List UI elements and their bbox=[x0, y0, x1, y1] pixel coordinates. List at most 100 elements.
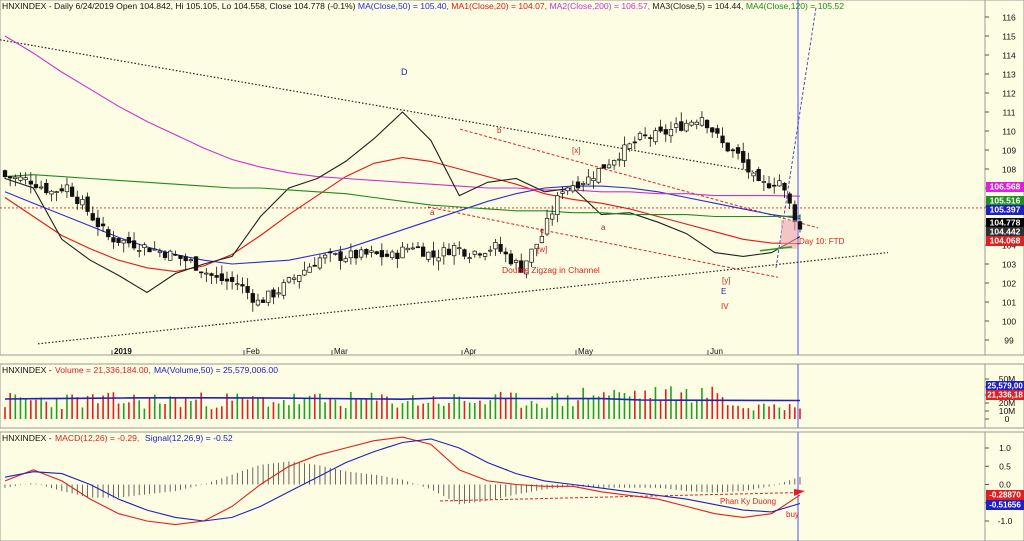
price-y-tick-label: 100 bbox=[1002, 317, 1016, 327]
candle bbox=[772, 177, 777, 194]
candle-body bbox=[317, 257, 323, 269]
candle-body bbox=[33, 184, 39, 188]
candle-body bbox=[168, 250, 173, 261]
candle bbox=[291, 274, 297, 285]
annotation-a2: a bbox=[601, 223, 606, 232]
price-frame bbox=[0, 0, 1024, 356]
candle bbox=[405, 243, 410, 253]
volume-title-value: Volume = 21,336,184.00, bbox=[55, 365, 151, 375]
candle-body bbox=[116, 238, 121, 243]
candle-body bbox=[637, 132, 643, 140]
candle bbox=[488, 245, 493, 257]
candle bbox=[766, 176, 772, 190]
candle bbox=[353, 249, 359, 265]
candle bbox=[173, 250, 178, 257]
candle-body bbox=[162, 251, 168, 258]
candle-body bbox=[90, 213, 95, 221]
candle bbox=[245, 278, 250, 300]
candle bbox=[209, 272, 214, 284]
candle bbox=[503, 247, 508, 263]
upper-trendline bbox=[0, 39, 763, 174]
candle bbox=[116, 238, 121, 247]
candle-body bbox=[219, 273, 224, 281]
candle bbox=[33, 175, 39, 190]
candle bbox=[756, 166, 761, 182]
candle bbox=[689, 119, 694, 127]
candle-body bbox=[307, 266, 312, 273]
candle-body bbox=[658, 126, 663, 132]
price-tag-box bbox=[986, 182, 1024, 192]
candle-body bbox=[508, 253, 514, 265]
candle-body bbox=[95, 217, 101, 228]
candle bbox=[126, 231, 132, 248]
candle bbox=[322, 252, 328, 264]
candle bbox=[219, 265, 224, 285]
candle bbox=[560, 186, 565, 200]
price-tag-box bbox=[986, 205, 1024, 215]
candle-body bbox=[493, 242, 498, 250]
indicator-label-4: MA4(Close,120) = 105.52 bbox=[746, 1, 844, 11]
candle bbox=[782, 182, 787, 198]
price-y-tick-label: 108 bbox=[1002, 165, 1016, 175]
macd-tag-box bbox=[986, 490, 1024, 500]
candle bbox=[555, 192, 560, 223]
channel-lower-line bbox=[427, 206, 779, 278]
candle bbox=[637, 131, 643, 142]
candle bbox=[539, 229, 545, 244]
candle-body bbox=[715, 128, 720, 134]
candle bbox=[648, 134, 653, 147]
price-y-tick-label: 116 bbox=[1002, 13, 1016, 23]
candle-body bbox=[400, 246, 405, 259]
candle-body bbox=[28, 180, 33, 185]
price-y-tick-label: 114 bbox=[1002, 51, 1016, 61]
candle-body bbox=[451, 245, 457, 257]
candle bbox=[658, 119, 663, 134]
green-marker-line bbox=[759, 246, 793, 252]
volume-y-tick-label: 10M bbox=[999, 406, 1016, 416]
volume-y-tick-label: 0 bbox=[1005, 414, 1010, 424]
candle-body bbox=[147, 247, 152, 253]
candle bbox=[431, 241, 436, 266]
candle bbox=[307, 263, 312, 273]
candle bbox=[183, 253, 188, 270]
candle-body bbox=[80, 199, 85, 206]
candle bbox=[214, 266, 219, 284]
volume-title-ma: MA(Volume,50) = 25,579,006.00 bbox=[154, 365, 278, 375]
price-x-tick-label: 2019 bbox=[114, 347, 132, 356]
candle bbox=[642, 127, 648, 139]
candle-body bbox=[642, 134, 648, 137]
price-tag-label: 104.778 bbox=[990, 218, 1021, 228]
candle-body bbox=[106, 229, 111, 238]
candle-body bbox=[384, 253, 390, 257]
ma-line-4 bbox=[4, 174, 801, 218]
candle-body bbox=[704, 119, 710, 129]
annotation-b: b bbox=[497, 126, 502, 135]
price-panel: 1161151141131121111101091081071061051041… bbox=[0, 0, 1024, 356]
candle bbox=[477, 252, 483, 259]
candle-body bbox=[689, 121, 694, 126]
candle-body bbox=[333, 253, 338, 255]
candle-body bbox=[229, 277, 235, 282]
candle-body bbox=[653, 130, 658, 143]
candle-body bbox=[431, 250, 436, 258]
candle-body bbox=[534, 243, 539, 250]
candle-body bbox=[415, 246, 421, 249]
candle bbox=[266, 290, 271, 307]
projection-line bbox=[775, 7, 817, 268]
price-y-tick-label: 109 bbox=[1002, 146, 1016, 156]
candle-body bbox=[792, 204, 797, 223]
candle-body bbox=[663, 129, 668, 135]
candle-body bbox=[648, 137, 653, 139]
candle bbox=[106, 226, 111, 241]
candle-body bbox=[338, 251, 343, 261]
candle-body bbox=[622, 144, 627, 162]
candle bbox=[715, 124, 720, 139]
candle-body bbox=[302, 269, 307, 276]
candle bbox=[49, 189, 54, 202]
volume-y-tick-label: 20M bbox=[999, 398, 1016, 408]
candle bbox=[673, 117, 679, 134]
candle-body bbox=[255, 299, 261, 306]
candle-body bbox=[565, 187, 570, 192]
candle-body bbox=[632, 141, 637, 144]
annotation-y: [y] bbox=[722, 276, 730, 285]
